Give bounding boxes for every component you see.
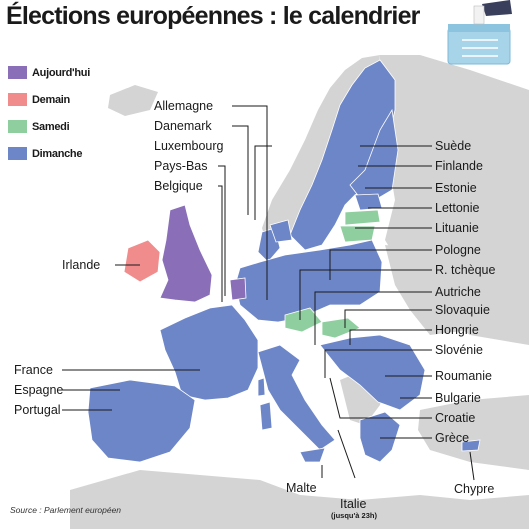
- label-suede: Suède: [435, 139, 472, 153]
- cyprus: [461, 439, 481, 452]
- label-autriche: Autriche: [435, 285, 481, 299]
- aujourdhui-countries: [159, 204, 247, 303]
- legend-label: Dimanche: [32, 147, 83, 160]
- label-lituanie: Lituanie: [435, 221, 479, 235]
- ireland: [123, 239, 161, 283]
- legend-item-demain: Demain: [8, 93, 70, 106]
- label-chypre: Chypre: [454, 482, 495, 496]
- turkey-landmass: [418, 395, 529, 470]
- samedi-countries: [284, 209, 381, 339]
- lithuania-green: [339, 225, 376, 243]
- label-finlande: Finlande: [435, 159, 483, 173]
- legend-item-samedi: Samedi: [8, 120, 70, 133]
- sweden-gotland-detail: [269, 219, 293, 243]
- legend-label: Samedi: [32, 120, 70, 133]
- sicily: [299, 447, 326, 463]
- label-danemark: Danemark: [154, 119, 212, 133]
- label-espagne: Espagne: [14, 383, 64, 397]
- legend-swatch: [8, 120, 27, 133]
- label-france: France: [14, 363, 53, 377]
- czech-republic: [284, 307, 323, 333]
- label-allemagne: Allemagne: [154, 99, 214, 113]
- great-britain: [159, 204, 213, 303]
- demain-countries: [123, 239, 161, 283]
- label-grece: Grèce: [435, 431, 470, 445]
- label-belgique: Belgique: [154, 179, 203, 193]
- label-slovaquie: Slovaquie: [435, 303, 490, 317]
- belarus-ukraine-landmass: [385, 245, 480, 335]
- label-hongrie: Hongrie: [435, 323, 479, 337]
- label-roumanie: Roumanie: [435, 369, 492, 383]
- page-title: Élections européennes : le calendrier: [6, 2, 420, 30]
- label-croatie: Croatie: [435, 411, 476, 425]
- label-italie: Italie: [340, 497, 367, 511]
- label-bulgarie: Bulgarie: [435, 391, 481, 405]
- netherlands: [229, 277, 247, 301]
- latvia: [344, 209, 381, 226]
- label-italie-note: (jusqu'à 23h): [331, 511, 377, 520]
- north-africa-landmass: [70, 470, 529, 529]
- label-portugal: Portugal: [14, 403, 61, 417]
- ballot-box-icon: [447, 0, 512, 65]
- iceland-landmass: [108, 85, 158, 116]
- leader-lines: [62, 105, 475, 481]
- slovakia: [321, 317, 361, 339]
- label-estonie: Estonie: [435, 181, 477, 195]
- legend-swatch: [8, 93, 27, 106]
- non-eu-land: [70, 55, 529, 529]
- legend-item-dimanche: Dimanche: [8, 147, 82, 160]
- label-pays-bas: Pays-Bas: [154, 159, 208, 173]
- corsica: [257, 377, 266, 397]
- label-pologne: Pologne: [435, 243, 481, 257]
- dimanche-countries: [87, 59, 481, 463]
- label-malte: Malte: [286, 481, 317, 495]
- legend-label: Aujourd'hui: [32, 66, 90, 79]
- germany-poland-central: [234, 239, 383, 323]
- balkan-eu-romania-bulgaria: [319, 334, 426, 411]
- france: [159, 304, 259, 401]
- label-slovenie: Slovénie: [435, 343, 483, 357]
- iberia: [87, 379, 196, 463]
- label-r-tcheque: R. tchèque: [435, 263, 496, 277]
- italy: [257, 344, 336, 451]
- sweden-finland-region: [289, 59, 396, 251]
- legend-swatch: [8, 66, 27, 79]
- source-note: Source : Parlement européen: [10, 505, 122, 515]
- label-luxembourg: Luxembourg: [154, 139, 224, 153]
- label-lettonie: Lettonie: [435, 201, 480, 215]
- legend-swatch: [8, 147, 27, 160]
- sardinia: [259, 401, 273, 431]
- greece: [359, 411, 401, 463]
- legend-label: Demain: [32, 93, 70, 106]
- label-irlande: Irlande: [62, 258, 101, 272]
- norway-landmass: [262, 55, 380, 248]
- legend-item-aujourdhui: Aujourd'hui: [8, 66, 90, 79]
